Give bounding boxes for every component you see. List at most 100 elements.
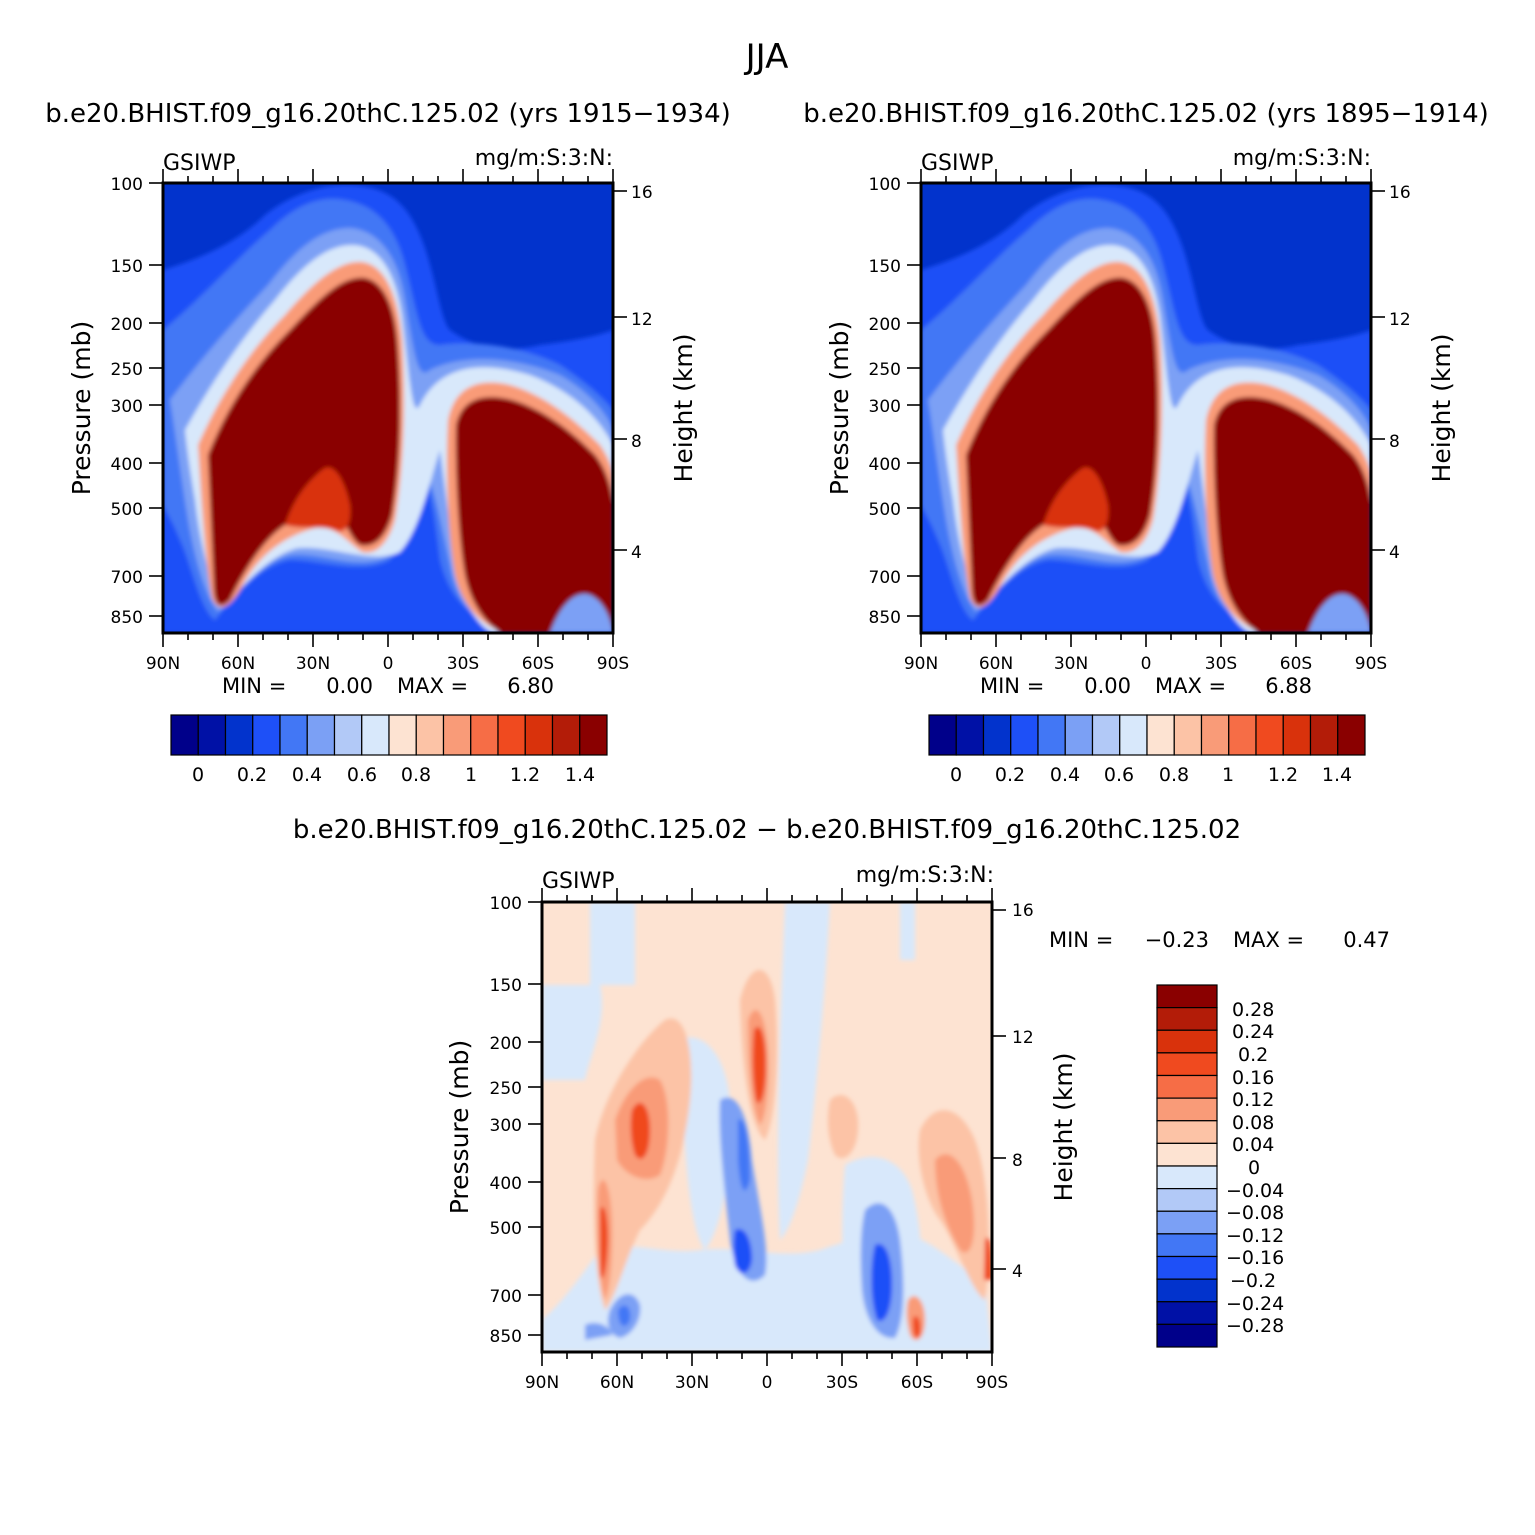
panel-2-max-label: MAX = [1155, 674, 1226, 698]
panel-1-y2tick-label: 12 [631, 310, 653, 330]
panel-2-y2label: Height (km) [1427, 334, 1456, 483]
colorbar-3-label: −0.2 [1230, 1270, 1276, 1292]
panel-2-ytick-label: 300 [869, 397, 901, 417]
colorbar-1-label: 0.6 [347, 764, 377, 786]
panel-1-core-b [455, 397, 613, 633]
panel-1-y2ticks: 4 8 12 16 [631, 183, 653, 563]
panel-2-y2tick-label: 16 [1389, 183, 1411, 203]
colorbar-swatch [1156, 1142, 1218, 1167]
colorbar-swatch [1064, 714, 1094, 756]
panel-2-xtick-label: 60N [979, 654, 1013, 674]
panel-3-hot-d [984, 1237, 992, 1280]
panel-1-ylabel: Pressure (mb) [67, 321, 96, 495]
panel-1-ytick-label: 300 [111, 397, 143, 417]
colorbar-3-label: 0.04 [1232, 1134, 1274, 1156]
panel-2-yticks: 100 150 200 250 300 400 500 700 850 [869, 175, 901, 628]
colorbar-swatch [1255, 714, 1284, 756]
panel-3-y2label: Height (km) [1049, 1053, 1078, 1202]
colorbar-swatch [1309, 714, 1339, 756]
colorbar-3-label: 0 [1248, 1157, 1260, 1179]
panel-2-ytick-label: 400 [869, 455, 901, 475]
panel-1-yticks: 100 150 200 250 300 400 500 700 850 [111, 175, 143, 628]
panel-2-y2tick-label: 4 [1389, 543, 1400, 563]
panel-1-max-label: MAX = [397, 674, 468, 698]
colorbar-1-label: 1.4 [565, 764, 595, 786]
panel-3-variable: GSIWP [542, 869, 615, 894]
panel-1-ytick-label: 200 [111, 315, 143, 335]
colorbar-swatch [1156, 1323, 1218, 1348]
panel-1-field [163, 183, 613, 633]
colorbar-swatch [1156, 1052, 1218, 1077]
panel-3-ytick-label: 500 [490, 1219, 522, 1239]
panel-3-field [542, 902, 992, 1352]
panel-1-lobe [285, 467, 351, 532]
panel-2-ytick-label: 700 [869, 568, 901, 588]
colorbar-swatch [1156, 1097, 1218, 1122]
panel-3-pale-blue-f [900, 902, 915, 960]
panel-3-min-label: MIN = [1049, 928, 1113, 952]
panel-3-xtick-label: 30N [675, 1373, 709, 1393]
panel-2-lobe [1043, 467, 1109, 532]
panel-2-xtick-label: 0 [1141, 654, 1152, 674]
panel-3-title: b.e20.BHIST.f09_g16.20thC.125.02 − b.e20… [293, 815, 1241, 845]
colorbar-swatch [1173, 714, 1203, 756]
panel-2-title: b.e20.BHIST.f09_g16.20thC.125.02 (yrs 18… [803, 99, 1489, 129]
panel-3-ytick-label: 400 [490, 1174, 522, 1194]
axis-tick-marks [149, 169, 1385, 1366]
colorbar-swatch [306, 714, 336, 756]
colorbar-2-label: 0 [950, 764, 962, 786]
colorbar-swatch [1156, 1255, 1218, 1280]
colorbar-swatch [470, 714, 499, 756]
panel-2-shallow-blue [1308, 594, 1371, 633]
panel-2-min-value: 0.00 [1084, 674, 1131, 698]
panel-3-deep-blue-b [871, 1244, 892, 1321]
panel-2-ytick-label: 100 [869, 175, 901, 195]
colorbar-swatch [982, 714, 1012, 756]
panel-3-ytick-label: 300 [490, 1116, 522, 1136]
panel-3-xtick-label: 60S [901, 1373, 933, 1393]
panel-2-xtick-label: 90N [904, 654, 938, 674]
colorbar-3-label: 0.28 [1232, 999, 1274, 1021]
colorbar-swatch [955, 714, 985, 756]
panel-2-variable: GSIWP [921, 151, 994, 176]
colorbar-1-label: 0.4 [292, 764, 322, 786]
colorbar-swatch [1010, 714, 1039, 756]
colorbar-1-label: 1.2 [510, 764, 540, 786]
colorbar-2-label: 1 [1222, 764, 1234, 786]
panel-3-xtick-label: 30S [826, 1373, 858, 1393]
panel-3-max-label: MAX = [1233, 928, 1304, 952]
panel-1-ytick-label: 400 [111, 455, 143, 475]
colorbar-swatch [1156, 1074, 1218, 1099]
panel-3-ytick-label: 150 [490, 976, 522, 996]
colorbar-2-label: 1.2 [1268, 764, 1298, 786]
panel-2-xtick-label: 60S [1280, 654, 1312, 674]
panel-3-xtick-label: 0 [762, 1373, 773, 1393]
colorbar-swatch [1156, 1007, 1218, 1031]
colorbar-3-label: 0.12 [1232, 1089, 1274, 1111]
panel-2-y2tick-label: 8 [1389, 432, 1400, 452]
colorbar-swatch [170, 714, 199, 756]
panel-3-xtick-label: 90N [525, 1373, 559, 1393]
colorbar-swatch [197, 714, 227, 756]
panel-2-y2ticks: 4 8 12 16 [1389, 183, 1411, 563]
colorbar-1-label: 0 [192, 764, 204, 786]
panel-3-pale-blue-c [680, 1037, 732, 1250]
panel-3-yticks: 100 150 200 250 300 400 500 700 850 [490, 894, 522, 1347]
panel-3-hot-a [630, 1102, 650, 1159]
panel-1-xtick-label: 60N [221, 654, 255, 674]
colorbar-swatch [388, 714, 417, 756]
panel-3-pale-blue-d [777, 902, 830, 1240]
colorbar-swatch [1156, 1301, 1218, 1325]
colorbar-1-label: 1 [465, 764, 477, 786]
colorbar-1-label: 0.2 [237, 764, 267, 786]
panel-1: b.e20.BHIST.f09_g16.20thC.125.02 (yrs 19… [45, 99, 731, 698]
colorbar-swatch [579, 714, 608, 756]
colorbar-2-label: 0.6 [1104, 764, 1134, 786]
panel-3-y2ticks: 4 8 12 16 [1012, 901, 1034, 1282]
panel-3-mid-blue-d [585, 1323, 612, 1340]
panel-3-pale-blue-a [542, 902, 635, 1080]
panel-1-shallow-blue [550, 594, 613, 633]
panel-1-ytick-label: 100 [111, 175, 143, 195]
colorbar-1: 0 0.2 0.4 0.6 0.8 1 1.2 1.4 [170, 714, 608, 786]
